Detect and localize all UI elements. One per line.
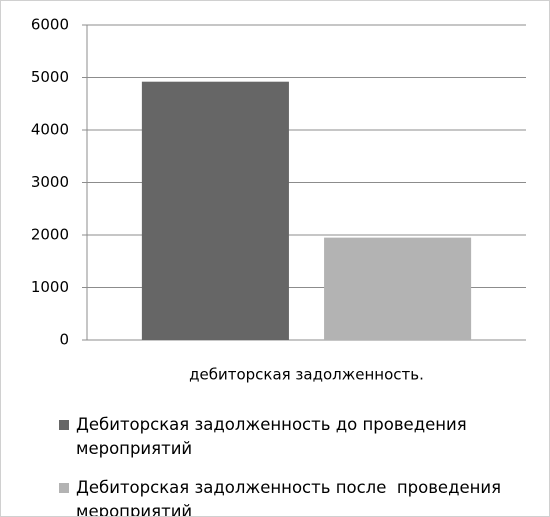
legend-label: Дебиторская задолженность после проведен…: [76, 478, 507, 517]
bar: [324, 237, 472, 340]
y-tick-label: 1000: [31, 278, 69, 296]
y-tick-label: 3000: [31, 173, 69, 191]
legend-label: Дебиторская задолженность до проведения …: [76, 415, 472, 458]
x-tick-label: дебиторская задолженность.: [189, 366, 424, 384]
y-tick-label: 0: [59, 331, 69, 349]
y-tick-label: 2000: [31, 226, 69, 244]
legend-item: Дебиторская задолженность до проведения …: [59, 413, 519, 461]
bar: [141, 81, 289, 340]
legend: Дебиторская задолженность до проведения …: [59, 413, 519, 517]
chart: 0 1000 2000 3000 4000 5000 6000 дебиторская зад…: [31, 16, 526, 384]
legend-swatch: [59, 483, 69, 493]
y-tick-label: 6000: [31, 16, 69, 34]
legend-swatch: [59, 420, 69, 430]
y-tick-label: 5000: [31, 68, 69, 86]
legend-item: Дебиторская задолженность после проведен…: [59, 476, 519, 517]
y-tick-label: 4000: [31, 121, 69, 139]
